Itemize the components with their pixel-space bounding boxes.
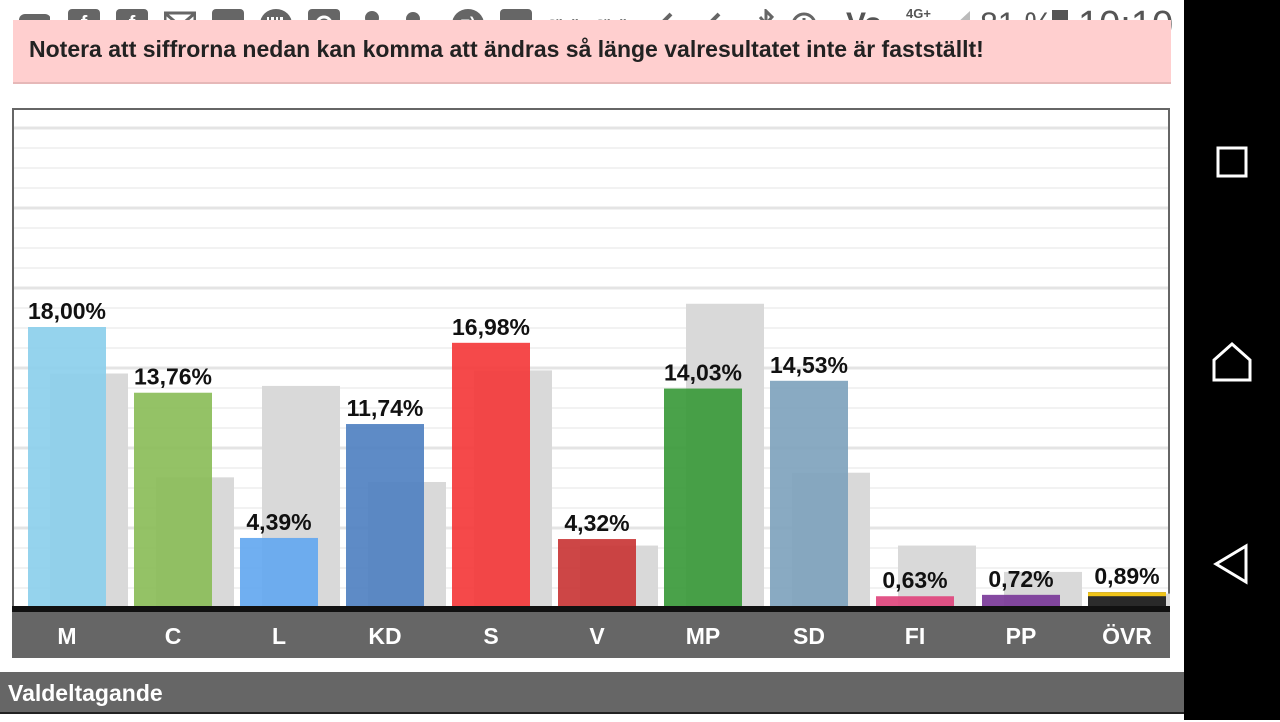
bar-l[interactable] <box>240 537 318 606</box>
bar-kd[interactable] <box>346 424 424 606</box>
bar-v[interactable] <box>558 539 636 606</box>
value-label-mp: 14,03% <box>664 360 742 386</box>
category-label-s: S <box>483 623 498 649</box>
network-type: 4G+ <box>906 6 931 21</box>
value-label-s: 16,98% <box>452 314 530 340</box>
notice-text: Notera att siffrorna nedan kan komma att… <box>29 36 984 62</box>
category-label-m: M <box>57 623 76 649</box>
turnout-section-header[interactable]: Valdeltagande <box>0 672 1184 712</box>
recents-icon[interactable] <box>1208 138 1256 186</box>
previous-bar-fi <box>898 545 976 606</box>
category-label-pp: PP <box>1006 623 1037 649</box>
category-label-l: L <box>272 623 286 649</box>
category-label-c: C <box>165 623 182 649</box>
value-label-pp: 0,72% <box>988 566 1053 592</box>
value-label-fi: 0,63% <box>882 567 947 593</box>
value-label-kd: 11,74% <box>347 395 424 421</box>
home-icon[interactable] <box>1208 338 1256 386</box>
turnout-label: Valdeltagande <box>8 680 163 706</box>
category-label-kd: KD <box>368 623 401 649</box>
value-label-m: 18,00% <box>28 298 106 324</box>
category-label-v: V <box>589 623 605 649</box>
bar-s[interactable] <box>452 342 530 606</box>
notice-banner: Notera att siffrorna nedan kan komma att… <box>13 20 1171 84</box>
category-label-övr: ÖVR <box>1102 623 1152 649</box>
value-label-sd: 14,53% <box>770 352 848 378</box>
back-icon[interactable] <box>1208 540 1256 588</box>
results-bar-chart: 18,00% 13,76% 4,39% 11,74% 16,98% 4,32% 14,03%… <box>12 126 1170 658</box>
bar-sd[interactable] <box>770 380 848 606</box>
value-label-v: 4,32% <box>564 510 629 536</box>
navigation-bar <box>1184 0 1280 720</box>
bar-pp[interactable] <box>982 594 1060 606</box>
bar-c[interactable] <box>134 392 212 606</box>
category-band <box>12 612 1170 658</box>
others-stripe <box>1088 592 1166 597</box>
category-label-mp: MP <box>686 623 721 649</box>
category-label-sd: SD <box>793 623 825 649</box>
turnout-content <box>0 712 1184 722</box>
value-label-övr: 0,89% <box>1094 563 1159 589</box>
bar-fi[interactable] <box>876 596 954 606</box>
value-label-c: 13,76% <box>134 364 212 390</box>
value-label-l: 4,39% <box>246 509 311 535</box>
bar-mp[interactable] <box>664 388 742 606</box>
x-axis-line <box>12 606 1170 612</box>
category-label-fi: FI <box>905 623 925 649</box>
bar-m[interactable] <box>28 327 106 606</box>
